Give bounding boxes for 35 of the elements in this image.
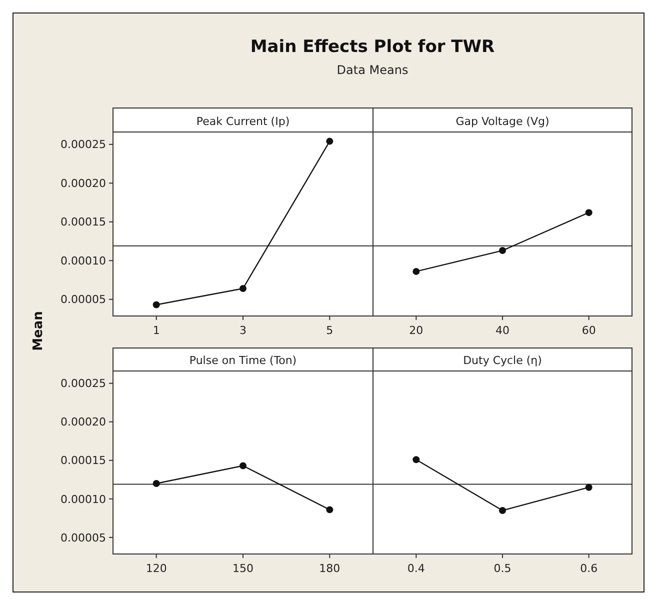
point — [326, 506, 334, 514]
x-axis-title: Duty Cycle (η) — [463, 354, 542, 367]
y-tick-label: 0.00015 — [60, 454, 106, 468]
x-tick-label: 1 — [152, 324, 160, 337]
x-tick-label: 5 — [326, 324, 334, 337]
y-tick-label: 0.00015 — [60, 216, 106, 229]
y-tick-label: 0.00005 — [60, 293, 106, 306]
y-tick-label: 0.00020 — [60, 416, 106, 429]
point — [326, 138, 334, 145]
x-tick-label: 3 — [240, 324, 246, 337]
x-tick-label: 120 — [146, 562, 167, 575]
chart-title: Main Effects Plot for TWR — [250, 37, 495, 57]
x-axis-title: Gap Voltage (Vg) — [456, 115, 550, 128]
point — [152, 480, 160, 487]
y-tick-label: 0.00025 — [60, 138, 106, 152]
x-axis-title: Peak Current (Ip) — [196, 115, 290, 128]
point — [240, 462, 246, 470]
y-tick-label: 0.00010 — [60, 254, 106, 268]
x-tick-label: 60 — [582, 324, 596, 337]
x-tick-label: 0.6 — [580, 562, 598, 575]
y-tick-label: 0.00005 — [60, 531, 106, 544]
y-tick-label: 0.00020 — [60, 176, 106, 190]
point — [152, 301, 160, 308]
x-tick-label: 20 — [409, 324, 424, 337]
x-tick-label: 0.4 — [407, 562, 425, 575]
x-tick-label: 150 — [232, 562, 254, 575]
point — [240, 284, 246, 292]
y-tick-label: 0.00025 — [60, 377, 106, 390]
y-axis-title: Mean — [31, 311, 46, 351]
x-tick-label: 40 — [496, 324, 510, 337]
x-tick-label: 180 — [319, 562, 340, 575]
chart-subtitle: Data Means — [336, 63, 408, 77]
y-tick-label: 0.00010 — [60, 492, 106, 506]
x-tick-label: 0.5 — [494, 562, 512, 575]
x-axis-title: Pulse on Time (Ton) — [189, 354, 297, 367]
